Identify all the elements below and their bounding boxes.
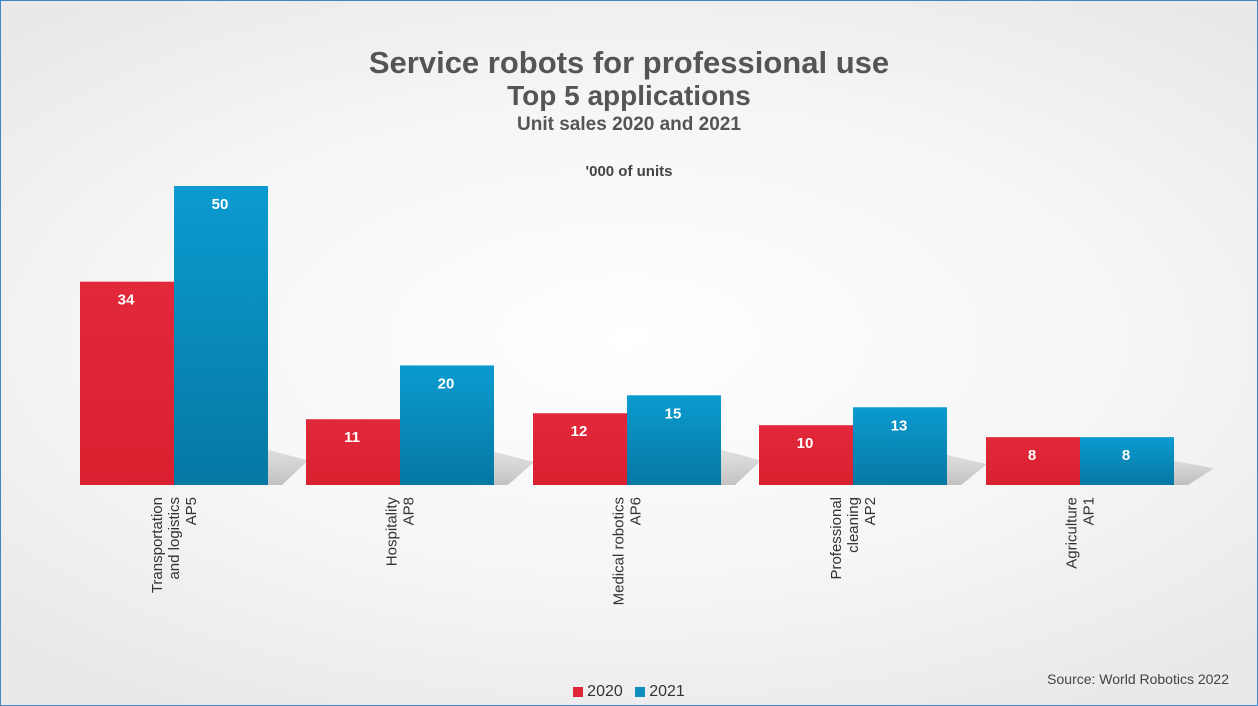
bar-2020-0 [80,281,174,485]
category-label-line: AP6 [628,497,645,525]
bar-2020-3 [759,425,853,485]
category-label-line: Transportation [149,497,166,593]
chart-title-block: Service robots for professional use Top … [1,45,1257,137]
data-label: 20 [438,375,455,392]
legend-item-2020: 2020 [573,683,623,701]
bars-layer: 34 50 11 20 12 15 10 13 8 8 [80,186,1174,485]
data-label: 8 [1122,447,1130,464]
data-label: 11 [344,429,360,446]
category-label-line: AP5 [183,497,200,525]
bar-2021-3 [853,407,947,485]
legend-swatch-2020 [573,687,584,697]
category-label-line: Hospitality [384,497,401,567]
data-label: 34 [118,292,135,309]
data-label: 50 [212,196,229,213]
category-labels: Transportation and logistics AP5 Hospitalit… [149,497,1098,606]
category-label-2: Medical robotics AP6 [611,497,645,605]
data-label: 12 [571,423,588,440]
legend: 2020 2021 [1,683,1257,702]
chart-subtitle: Top 5 applications [507,80,751,111]
data-label: 13 [891,417,908,434]
bar-2021-1 [400,365,494,485]
category-label-0: Transportation and logistics AP5 [149,497,200,593]
category-label-3: Professional cleaning AP2 [828,497,879,580]
source-note: Source: World Robotics 2022 [1047,671,1229,687]
chart-title: Service robots for professional use [368,45,890,80]
bar-2020-1 [306,419,400,485]
bar-2020-4 [986,437,1080,485]
data-label: 10 [797,435,814,452]
category-label-line: Medical robotics [611,497,628,605]
category-label-line: AP2 [862,497,879,525]
category-label-line: cleaning [845,497,862,553]
legend-item-2021: 2021 [635,683,685,701]
legend-swatch-2021 [635,687,646,697]
category-label-line: AP8 [401,497,418,525]
category-label-line: Professional [828,497,845,580]
category-label-line: Agriculture [1064,497,1081,569]
category-label-line: AP1 [1081,497,1098,525]
data-label: 8 [1028,447,1036,464]
bar-2021-4 [1080,437,1174,485]
data-label: 15 [665,405,682,422]
bar-2021-2 [627,395,721,485]
legend-label-2020: 2020 [587,683,623,700]
bar-2021-0 [174,186,268,485]
category-label-1: Hospitality AP8 [384,497,418,567]
category-label-4: Agriculture AP1 [1064,497,1098,569]
legend-label-2021: 2021 [649,683,685,700]
chart-subtitle-2: Unit sales 2020 and 2021 [517,114,741,135]
unit-label: '000 of units [585,163,673,180]
category-label-line: and logistics [166,497,183,580]
bar-2020-2 [533,413,627,485]
